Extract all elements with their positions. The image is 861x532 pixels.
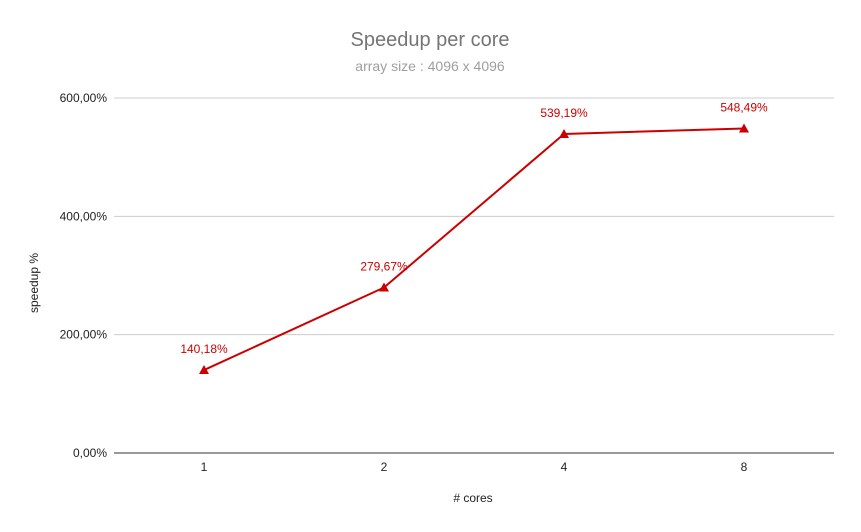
- y-axis-ticks: 0,00% 200,00% 400,00% 600,00%: [60, 91, 108, 460]
- data-point-marker: [559, 128, 569, 138]
- gridlines: [114, 97, 834, 454]
- x-axis-title: # cores: [453, 491, 492, 505]
- y-axis-title: speedup %: [27, 253, 41, 313]
- x-tick-label: 4: [561, 460, 568, 474]
- x-axis-ticks: 1 2 4 8: [201, 460, 748, 474]
- chart-subtitle: array size : 4096 x 4096: [355, 58, 505, 74]
- data-label-layer: 140,18% 279,67% 539,19% 548,49%: [180, 100, 768, 356]
- y-tick-label: 600,00%: [60, 91, 108, 105]
- data-label: 140,18%: [180, 342, 228, 356]
- data-point-marker: [379, 282, 389, 292]
- y-tick-label: 0,00%: [73, 446, 107, 460]
- y-tick-label: 400,00%: [60, 209, 108, 223]
- series-line: [203, 127, 745, 371]
- x-tick-label: 8: [741, 460, 748, 474]
- x-tick-label: 2: [381, 460, 388, 474]
- chart-title: Speedup per core: [350, 29, 509, 51]
- data-label: 548,49%: [720, 100, 768, 114]
- x-tick-label: 1: [201, 460, 208, 474]
- data-label: 539,19%: [540, 106, 588, 120]
- series-line-layer: [203, 127, 745, 371]
- data-point-marker: [739, 123, 749, 133]
- data-label: 279,67%: [360, 260, 408, 274]
- y-tick-label: 200,00%: [60, 328, 108, 342]
- data-point-marker: [199, 365, 209, 375]
- series-marker-layer: [199, 123, 749, 375]
